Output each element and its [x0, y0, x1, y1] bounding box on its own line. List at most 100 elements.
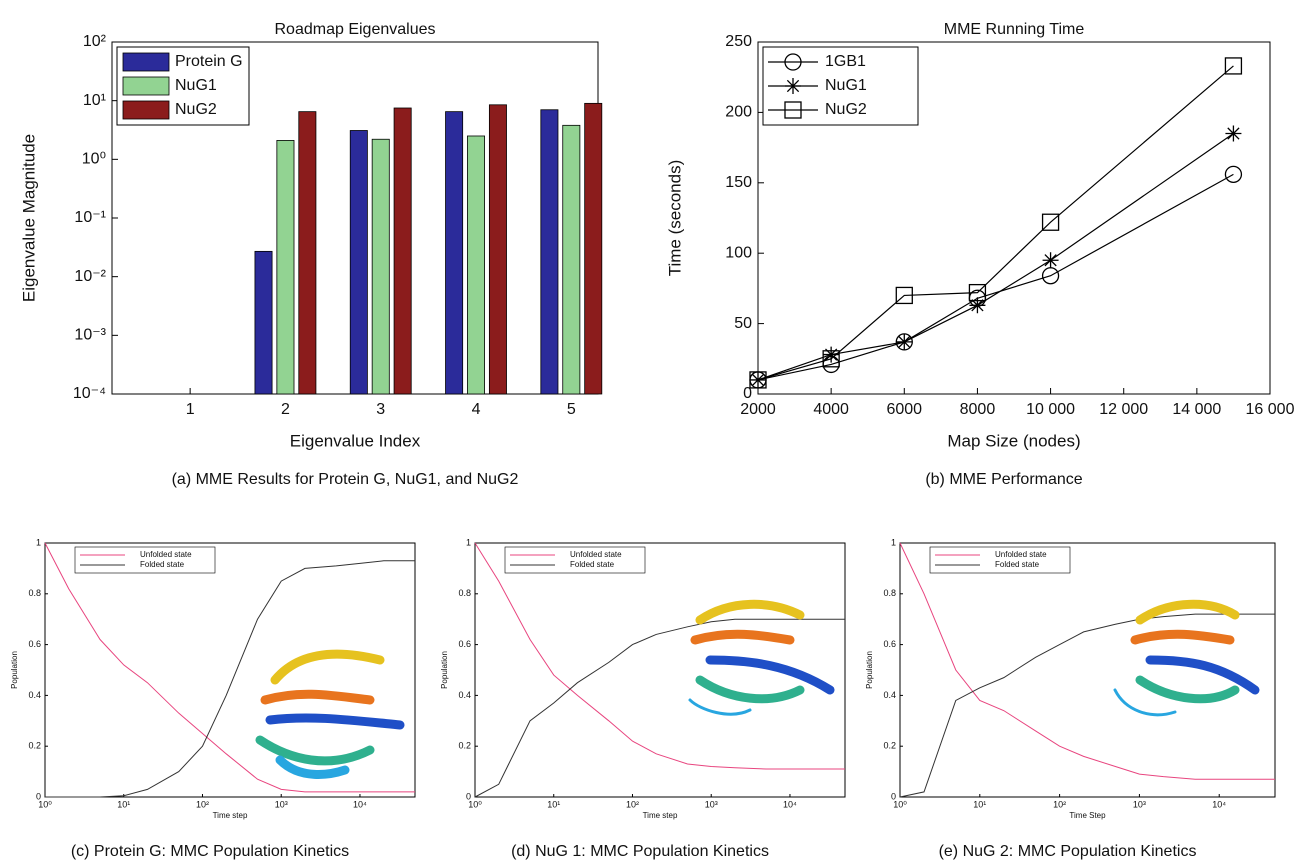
y-axis-label: Time (seconds) — [665, 160, 684, 277]
x-axis-label: Time step — [213, 811, 248, 820]
series-line — [757, 65, 1234, 381]
x-tick-label: 10⁰ — [893, 799, 907, 809]
protein-c — [255, 649, 405, 779]
legend-label: Folded state — [570, 560, 615, 569]
legend-label: Unfolded state — [140, 550, 192, 559]
y-tick-label: 10⁻⁴ — [73, 385, 106, 402]
chart-title: MME Running Time — [944, 21, 1085, 38]
point — [822, 350, 840, 368]
x-tick-label: 10¹ — [973, 799, 986, 809]
x-tick-label: 10⁰ — [468, 799, 482, 809]
y-tick-label: 0.8 — [28, 588, 41, 598]
y-tick-label: 0.8 — [883, 588, 896, 598]
legend-label: NuG1 — [825, 77, 867, 94]
x-tick-label: 10³ — [1133, 799, 1146, 809]
series-line — [474, 542, 845, 770]
protein-e — [1113, 599, 1260, 717]
legend-box — [504, 546, 646, 574]
x-tick-label: 3 — [376, 401, 385, 418]
y-tick-label: 10¹ — [83, 92, 106, 109]
legend-label: Unfolded state — [570, 550, 622, 559]
bar — [488, 104, 507, 395]
x-tick-label: 10³ — [705, 799, 718, 809]
y-tick-label: 1 — [36, 537, 41, 547]
caption: (c) Protein G: MMC Population Kinetics — [71, 843, 349, 860]
x-axis-label: Time Step — [1069, 811, 1106, 820]
y-tick-label: 0.6 — [883, 639, 896, 649]
series-line — [757, 133, 1234, 381]
series-line — [45, 560, 415, 798]
series-line — [899, 613, 1275, 798]
legend-label: NuG1 — [175, 77, 217, 94]
legend-label: Folded state — [140, 560, 185, 569]
y-tick-label: 0.8 — [458, 588, 471, 598]
legend-box — [929, 546, 1071, 574]
bar — [349, 130, 368, 395]
x-tick-label: 16 000 — [1246, 401, 1294, 418]
caption: (b) MME Performance — [925, 471, 1082, 488]
x-tick-label: 10⁰ — [38, 799, 52, 809]
x-tick-label: 10 000 — [1026, 401, 1075, 418]
x-tick-label: 4000 — [813, 401, 849, 418]
legend-swatch — [122, 52, 170, 72]
bar — [445, 111, 464, 395]
bar — [393, 107, 412, 395]
x-tick-label: 10⁴ — [1212, 799, 1226, 809]
bar — [562, 124, 581, 395]
y-tick-label: 200 — [725, 104, 752, 121]
series-line — [474, 618, 845, 798]
point — [1042, 252, 1059, 269]
y-tick-label: 0 — [891, 791, 896, 801]
series-line — [757, 173, 1234, 381]
legend-marker — [784, 53, 802, 71]
y-axis-label: Population — [440, 651, 449, 689]
y-tick-label: 150 — [725, 174, 752, 191]
legend-marker — [784, 101, 802, 119]
series-line — [44, 542, 415, 793]
x-tick-label: 10¹ — [117, 799, 130, 809]
x-tick-label: 5 — [567, 401, 576, 418]
point — [1041, 213, 1060, 231]
point — [969, 297, 986, 314]
point — [1224, 165, 1243, 184]
x-tick-label: 6000 — [886, 401, 922, 418]
series-line — [899, 542, 1275, 780]
x-tick-label: 4 — [472, 401, 481, 418]
x-tick-label: 1 — [186, 401, 195, 418]
y-tick-label: 250 — [725, 33, 752, 50]
chart-title: Roadmap Eigenvalues — [275, 21, 436, 38]
x-axis-label: Time step — [643, 811, 678, 820]
y-tick-label: 10⁻² — [74, 268, 106, 285]
legend-label: 1GB1 — [825, 53, 866, 70]
legend-label: Unfolded state — [995, 550, 1047, 559]
legend-label: Protein G — [175, 53, 243, 70]
y-tick-label: 10⁻¹ — [74, 209, 106, 226]
point — [823, 346, 840, 363]
y-tick-label: 1 — [891, 537, 896, 547]
legend-swatch — [122, 76, 170, 96]
point — [749, 371, 767, 389]
y-tick-label: 10⁰ — [82, 151, 106, 168]
bar — [584, 102, 603, 395]
point — [895, 286, 913, 305]
bar — [540, 109, 559, 395]
x-tick-label: 10⁴ — [353, 799, 367, 809]
y-tick-label: 10⁻³ — [74, 327, 106, 344]
y-tick-label: 0.2 — [28, 741, 41, 751]
legend-label: NuG2 — [175, 101, 217, 118]
point — [1224, 57, 1243, 75]
point — [968, 283, 987, 302]
x-tick-label: 2 — [281, 401, 290, 418]
x-axis-label: Map Size (nodes) — [947, 431, 1080, 450]
y-tick-label: 0.6 — [458, 639, 471, 649]
y-tick-label: 0.4 — [883, 690, 896, 700]
legend-label: Folded state — [995, 560, 1040, 569]
x-axis-label: Eigenvalue Index — [290, 431, 421, 450]
x-tick-label: 10³ — [275, 799, 288, 809]
point — [896, 333, 913, 350]
bar — [467, 135, 485, 395]
x-tick-label: 2000 — [740, 401, 776, 418]
x-tick-label: 10² — [1053, 799, 1066, 809]
y-tick-label: 0 — [466, 791, 471, 801]
